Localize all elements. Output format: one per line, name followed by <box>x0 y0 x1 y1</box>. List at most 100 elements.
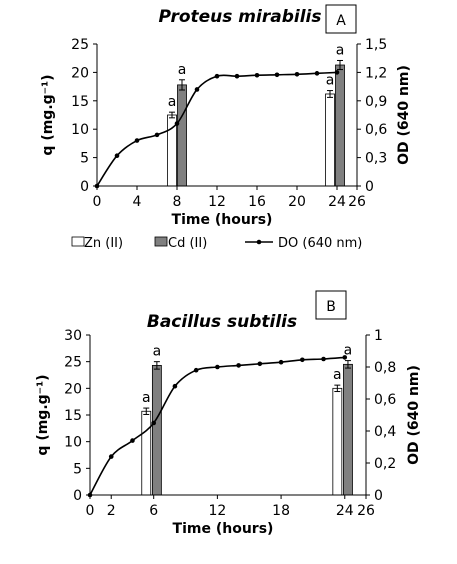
y-left-tick-label: 0 <box>80 179 89 195</box>
od-point <box>234 73 240 79</box>
panel-label-box <box>315 290 347 320</box>
od-point <box>214 73 220 79</box>
legend-swatch-do-marker <box>256 239 262 245</box>
panel-label: A <box>336 13 346 29</box>
bar-zn <box>332 387 343 496</box>
panel-label: B <box>326 299 336 315</box>
od-point <box>321 356 326 362</box>
y-right-tick-label: 0,2 <box>374 456 396 472</box>
x-tick-label: 20 <box>288 194 306 210</box>
od-point <box>130 438 135 443</box>
od-point <box>108 454 114 459</box>
y-left-tick-label: 10 <box>64 435 82 451</box>
od-point <box>342 355 348 360</box>
od-point <box>151 420 156 426</box>
y-right-tick-label: 0 <box>365 179 374 195</box>
y-left-tick-label: 0 <box>73 488 82 504</box>
bar-cd <box>177 84 187 187</box>
x-tick-label: 12 <box>208 503 226 519</box>
x-tick-label: 2 <box>107 503 116 519</box>
bar-zn <box>325 93 335 187</box>
legend-swatch-cd <box>154 236 168 247</box>
x-tick-label: 8 <box>173 194 182 210</box>
x-axis-label: Time (hours) <box>172 212 273 228</box>
x-tick-label: 26 <box>348 194 366 210</box>
significance-label: a <box>178 62 187 78</box>
legend-label-do: DO (640 nm) <box>278 236 362 251</box>
od-point <box>257 361 263 367</box>
od-point <box>94 183 100 189</box>
od-point <box>172 383 178 389</box>
chart-title: Bacillus subtilis <box>147 312 297 332</box>
od-point <box>278 359 284 365</box>
od-point <box>194 87 200 92</box>
bar-cd <box>343 363 353 496</box>
significance-label: a <box>168 94 177 110</box>
y-left-tick-label: 25 <box>71 37 89 53</box>
od-point <box>154 132 160 138</box>
x-tick-label: 24 <box>328 194 346 210</box>
od-line <box>89 356 345 496</box>
x-tick-label: 0 <box>93 194 102 210</box>
y-right-tick-label: 0,4 <box>374 424 396 440</box>
y-right-tick-label: 0,3 <box>365 151 387 167</box>
y-right-tick-label: 1,2 <box>365 65 387 81</box>
panel-label-box <box>325 4 357 34</box>
y-left-axis-label: q (mg.g⁻¹) <box>35 374 51 455</box>
od-point <box>294 71 300 77</box>
y-right-tick-label: 0,9 <box>365 94 387 110</box>
significance-label: a <box>326 73 335 89</box>
y-right-tick-label: 1,5 <box>365 37 387 53</box>
od-point <box>236 363 241 368</box>
od-point <box>174 121 180 126</box>
od-point <box>215 364 220 370</box>
y-right-tick-label: 0 <box>374 488 383 504</box>
x-tick-label: 6 <box>149 503 158 519</box>
y-right-tick-label: 0,6 <box>374 392 396 408</box>
od-line <box>96 71 338 187</box>
y-right-tick-label: 1 <box>374 328 383 344</box>
x-tick-label: 12 <box>208 194 226 210</box>
x-tick-label: 26 <box>357 503 375 519</box>
y-left-tick-label: 30 <box>64 328 82 344</box>
x-tick-label: 18 <box>272 503 290 519</box>
od-point <box>314 71 320 76</box>
bar-cd <box>335 64 345 187</box>
y-left-tick-label: 25 <box>64 355 82 371</box>
od-point <box>274 72 280 78</box>
od-point <box>114 153 120 159</box>
y-right-axis-label: OD (640 nm) <box>396 65 412 165</box>
y-right-tick-label: 0,6 <box>365 122 387 138</box>
significance-label: a <box>153 344 162 360</box>
y-left-tick-label: 10 <box>71 122 89 138</box>
legend-label-zn: Zn (II) <box>84 236 123 251</box>
x-tick-label: 4 <box>133 194 142 210</box>
y-right-tick-label: 0,8 <box>374 360 396 376</box>
x-tick-label: 0 <box>86 503 95 519</box>
y-left-tick-label: 5 <box>80 151 89 167</box>
od-point <box>134 138 140 143</box>
y-left-tick-label: 15 <box>64 408 82 424</box>
y-left-tick-label: 20 <box>71 65 89 81</box>
chart-title: Proteus mirabilis <box>159 7 322 27</box>
bar-zn <box>141 410 152 496</box>
od-point <box>300 357 305 363</box>
y-left-tick-label: 5 <box>73 461 82 477</box>
significance-label: a <box>336 42 345 58</box>
legend: Zn (II) Cd (II) DO (640 nm) <box>71 236 362 251</box>
od-point <box>334 70 340 75</box>
y-left-axis-label: q (mg.g⁻¹) <box>40 74 56 155</box>
od-point <box>254 72 260 78</box>
od-point <box>193 367 199 373</box>
od-point <box>87 492 93 498</box>
y-left-tick-label: 15 <box>71 94 89 110</box>
x-tick-label: 24 <box>336 503 354 519</box>
legend-swatch-zn <box>71 236 85 247</box>
significance-label: a <box>142 390 151 406</box>
bar-cd <box>151 364 162 496</box>
legend-label-cd: Cd (II) <box>168 236 207 251</box>
y-left-tick-label: 20 <box>64 381 82 397</box>
